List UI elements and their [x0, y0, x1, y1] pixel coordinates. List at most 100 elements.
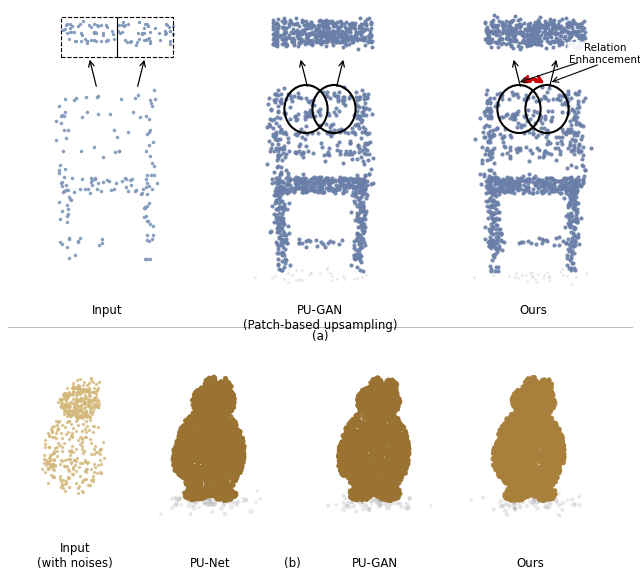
Point: [177, 433, 188, 442]
Point: [228, 443, 238, 453]
Point: [218, 482, 228, 492]
Point: [540, 480, 550, 489]
Point: [511, 455, 521, 464]
Point: [170, 457, 180, 467]
Point: [384, 477, 394, 487]
Point: [216, 392, 227, 401]
Point: [364, 434, 374, 443]
Point: [316, 139, 326, 148]
Point: [571, 116, 581, 126]
Point: [234, 434, 244, 443]
Point: [349, 476, 360, 485]
Point: [372, 447, 382, 456]
Point: [351, 470, 361, 480]
Point: [377, 488, 387, 497]
Point: [219, 381, 229, 391]
Point: [341, 454, 351, 463]
Point: [372, 381, 383, 390]
Point: [490, 443, 500, 453]
Point: [220, 382, 230, 392]
Point: [532, 475, 543, 484]
Point: [228, 453, 238, 463]
Point: [92, 385, 102, 395]
Point: [72, 410, 82, 420]
Point: [508, 473, 518, 482]
Point: [44, 456, 54, 466]
Point: [520, 418, 530, 427]
Point: [351, 438, 361, 447]
Point: [365, 410, 375, 419]
Point: [376, 438, 386, 448]
Point: [534, 402, 544, 411]
Point: [301, 141, 311, 151]
Point: [508, 434, 518, 443]
Point: [364, 488, 374, 498]
Point: [401, 443, 412, 453]
Point: [349, 174, 360, 183]
Point: [496, 442, 506, 451]
Point: [62, 20, 72, 29]
Point: [540, 491, 550, 500]
Point: [40, 435, 51, 444]
Point: [515, 432, 525, 441]
Point: [188, 501, 198, 510]
Point: [554, 433, 564, 442]
Point: [84, 407, 95, 417]
Point: [142, 34, 152, 44]
Point: [220, 442, 230, 452]
Point: [188, 442, 198, 451]
Point: [570, 30, 580, 40]
Point: [338, 456, 348, 466]
Point: [496, 469, 506, 478]
Point: [506, 435, 516, 444]
Point: [401, 436, 411, 445]
Point: [545, 405, 555, 414]
Point: [534, 413, 545, 423]
Point: [564, 173, 574, 183]
Point: [184, 456, 194, 465]
Point: [171, 452, 181, 462]
Point: [220, 374, 230, 383]
Point: [376, 384, 387, 393]
Point: [533, 433, 543, 442]
Point: [532, 404, 542, 413]
Point: [548, 422, 558, 431]
Point: [186, 443, 196, 452]
Point: [366, 490, 376, 499]
Point: [341, 446, 351, 456]
Point: [224, 403, 234, 412]
Point: [353, 102, 364, 112]
Point: [371, 424, 381, 434]
Point: [346, 458, 356, 467]
Point: [324, 180, 335, 190]
Point: [539, 482, 549, 492]
Point: [378, 449, 388, 459]
Point: [500, 460, 510, 470]
Point: [404, 450, 414, 459]
Point: [374, 489, 384, 498]
Point: [310, 24, 321, 33]
Point: [348, 465, 358, 474]
Point: [188, 438, 198, 448]
Point: [514, 487, 524, 496]
Point: [577, 131, 587, 140]
Point: [186, 447, 196, 456]
Point: [346, 20, 356, 29]
Point: [515, 490, 525, 499]
Point: [372, 383, 383, 392]
Point: [497, 461, 508, 470]
Point: [350, 182, 360, 191]
Point: [209, 450, 220, 459]
Point: [547, 438, 557, 447]
Point: [564, 200, 575, 210]
Point: [223, 494, 233, 503]
Point: [337, 437, 348, 446]
Point: [370, 450, 380, 460]
Point: [516, 404, 527, 414]
Point: [188, 456, 198, 466]
Point: [198, 484, 209, 494]
Point: [556, 15, 566, 24]
Point: [391, 435, 401, 444]
Point: [520, 24, 530, 34]
Point: [189, 450, 199, 459]
